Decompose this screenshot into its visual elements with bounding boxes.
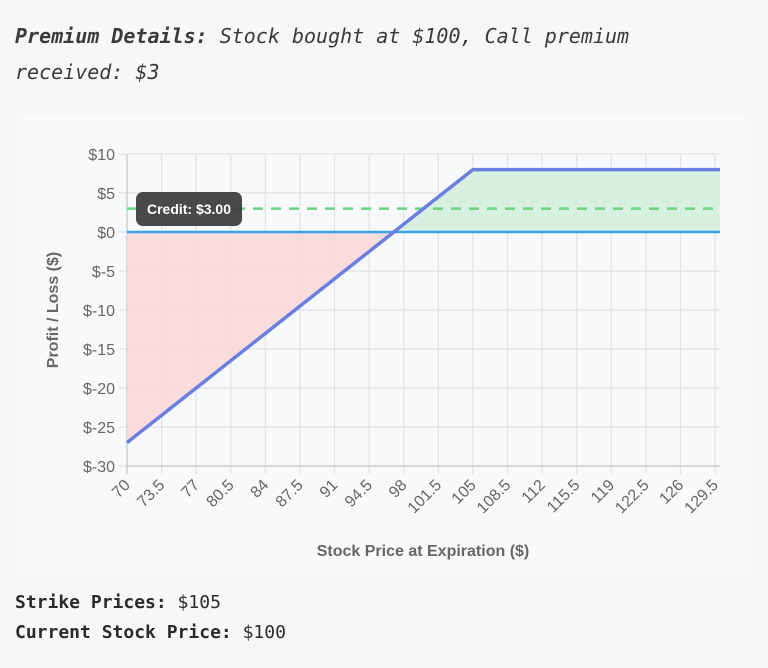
x-tick-label: 129.5 [682,477,722,517]
current-price-info: Current Stock Price: $100 [15,622,286,643]
premium-label: Premium Details: [15,24,208,48]
x-tick-label: 77 [178,477,203,502]
y-axis-title: Profit / Loss ($) [45,252,62,368]
credit-tooltip: Credit: $3.00 [136,192,242,226]
x-tick-label: 91 [317,477,342,502]
y-tick-label: $-20 [83,381,115,398]
y-tick-label: $-15 [83,342,115,359]
premium-text: Stock bought at $100, Call premium recei… [15,24,630,84]
y-tick-label: $10 [88,147,115,164]
y-tick-label: $-5 [92,264,115,281]
premium-details: Premium Details: Stock bought at $100, C… [15,18,715,90]
x-tick-label: 80.5 [204,477,238,511]
x-tick-label: 115.5 [544,477,584,517]
x-tick-label: 122.5 [612,477,652,517]
y-tick-label: $-25 [83,420,115,437]
x-axis-title: Stock Price at Expiration ($) [317,543,530,560]
x-tick-label: 112 [519,477,549,507]
x-tick-label: 108.5 [474,477,514,517]
strike-value: $105 [166,592,221,613]
x-tick-label: 98 [386,477,411,502]
x-tick-label: 87.5 [273,477,307,511]
profit-area [393,169,720,232]
x-tick-label: 84 [248,477,273,502]
x-tick-label: 70 [109,477,134,502]
y-tick-label: $-10 [83,303,115,320]
y-tick-label: $0 [97,225,115,242]
payoff-line [125,167,720,444]
strike-info: Strike Prices: $105 [15,592,221,613]
x-tick-label: 73.5 [134,477,168,511]
current-label: Current Stock Price: [15,622,232,643]
x-tick-label: 119 [588,477,618,507]
y-tick-label: $5 [97,186,115,203]
x-tick-label: 101.5 [405,477,445,517]
y-tick-label: $-30 [83,459,115,476]
svg-text:Credit: $3.00: Credit: $3.00 [147,201,231,217]
x-tick-label: 94.5 [342,477,376,511]
strike-label: Strike Prices: [15,592,167,613]
current-value: $100 [231,622,286,643]
